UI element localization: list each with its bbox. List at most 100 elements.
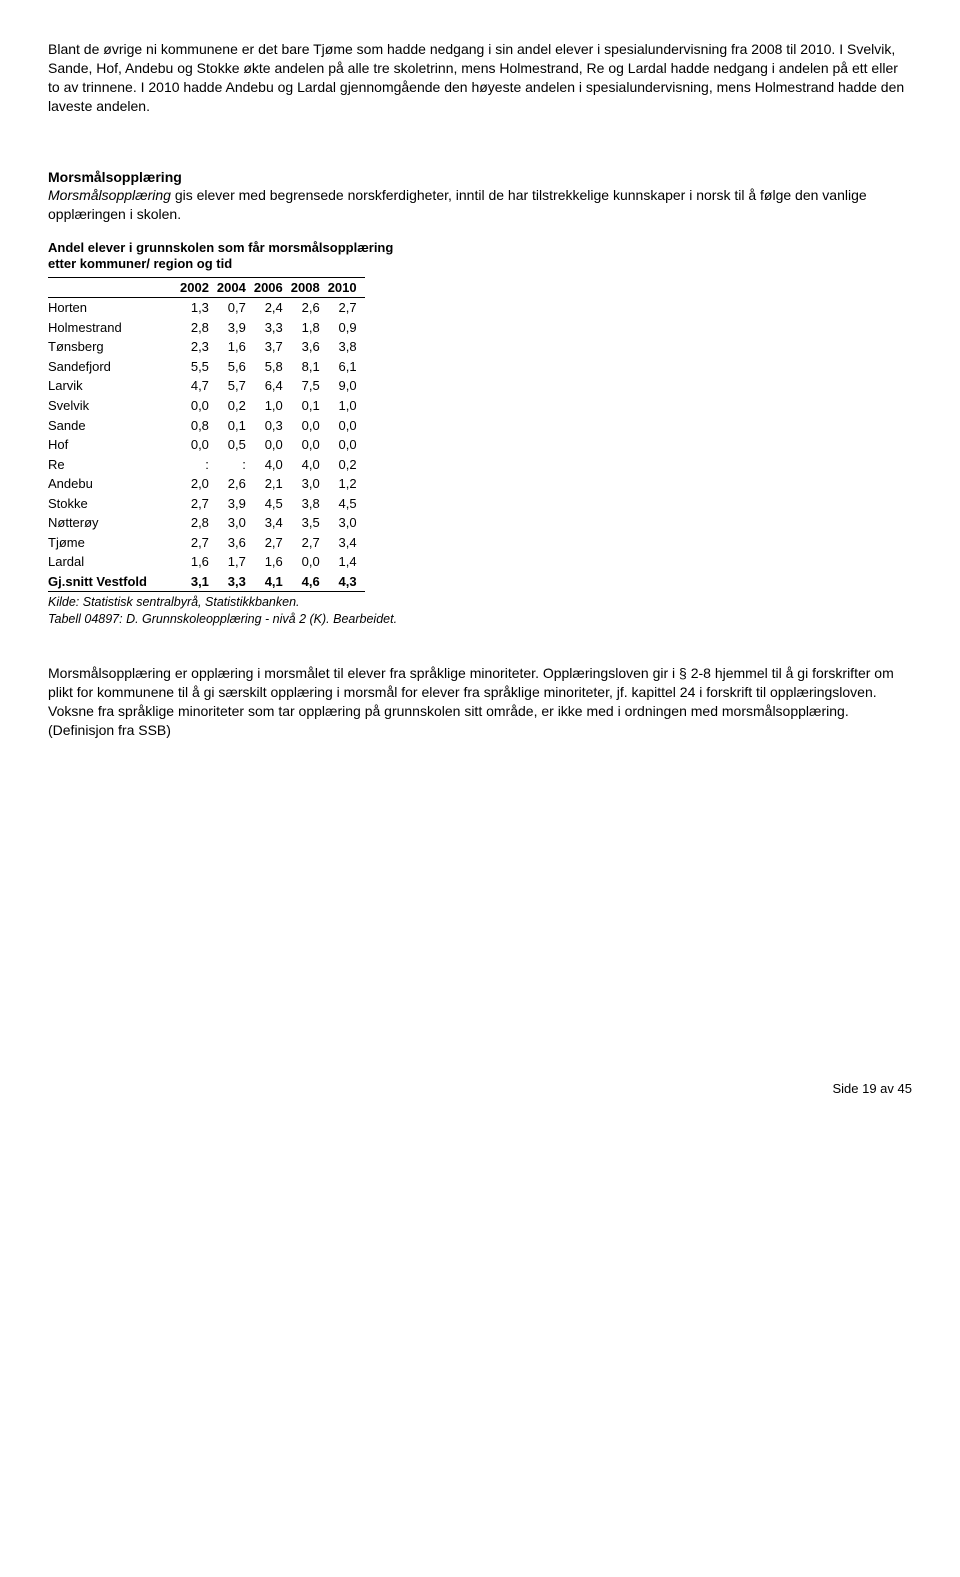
table-cell: 3,1: [180, 572, 217, 592]
table-cell: 0,0: [291, 435, 328, 455]
table-cell: 3,3: [217, 572, 254, 592]
table-cell: Sande: [48, 416, 180, 436]
table-cell: Tjøme: [48, 533, 180, 553]
table-cell: Holmestrand: [48, 318, 180, 338]
table-header-row: 20022004200620082010: [48, 277, 365, 298]
table-cell: 0,1: [291, 396, 328, 416]
table-cell: 1,6: [254, 552, 291, 572]
table-cell: 2,6: [217, 474, 254, 494]
table-cell: 6,4: [254, 376, 291, 396]
table-cell: 4,3: [328, 572, 365, 592]
table-cell: Tønsberg: [48, 337, 180, 357]
table-cell: 3,5: [291, 513, 328, 533]
table-cell: 0,7: [217, 298, 254, 318]
table-cell: 1,0: [254, 396, 291, 416]
table-row: Nøtterøy2,83,03,43,53,0: [48, 513, 365, 533]
table-cell: Svelvik: [48, 396, 180, 416]
table-row: Re::4,04,00,2: [48, 455, 365, 475]
table-cell: 4,0: [291, 455, 328, 475]
table-cell: 2,8: [180, 318, 217, 338]
table-cell: 8,1: [291, 357, 328, 377]
table-row: Sande0,80,10,30,00,0: [48, 416, 365, 436]
table-cell: 2,1: [254, 474, 291, 494]
table-cell: 0,0: [180, 396, 217, 416]
table-cell: Gj.snitt Vestfold: [48, 572, 180, 592]
table-cell: 0,0: [328, 416, 365, 436]
table-row: Holmestrand2,83,93,31,80,9: [48, 318, 365, 338]
table-cell: 0,8: [180, 416, 217, 436]
table-row: Lardal1,61,71,60,01,4: [48, 552, 365, 572]
table-col-header: 2004: [217, 277, 254, 298]
table-cell: 3,3: [254, 318, 291, 338]
table-cell: 1,3: [180, 298, 217, 318]
morsmal-rest: gis elever med begrensede norskferdighet…: [48, 187, 867, 222]
table-cell: 2,8: [180, 513, 217, 533]
table-cell: Andebu: [48, 474, 180, 494]
table-cell: Nøtterøy: [48, 513, 180, 533]
table-cell: 3,8: [291, 494, 328, 514]
table-cell: 0,0: [254, 435, 291, 455]
table-cell: 3,0: [291, 474, 328, 494]
table-cell: 0,2: [328, 455, 365, 475]
source-line1: Kilde: Statistisk sentralbyrå, Statistik…: [48, 595, 300, 609]
table-cell: 4,5: [328, 494, 365, 514]
table-body: Horten1,30,72,42,62,7Holmestrand2,83,93,…: [48, 298, 365, 592]
table-cell: 2,3: [180, 337, 217, 357]
table-cell: 5,5: [180, 357, 217, 377]
table-cell: 0,0: [180, 435, 217, 455]
table-cell: 3,8: [328, 337, 365, 357]
table-cell: 4,6: [291, 572, 328, 592]
table-cell: 2,7: [180, 494, 217, 514]
table-cell: Larvik: [48, 376, 180, 396]
table-col-header: 2002: [180, 277, 217, 298]
table-row: Stokke2,73,94,53,84,5: [48, 494, 365, 514]
page-footer: Side 19 av 45: [48, 1080, 912, 1098]
table-caption-line1: Andel elever i grunnskolen som får morsm…: [48, 240, 393, 255]
table-cell: :: [180, 455, 217, 475]
table-cell: 2,6: [291, 298, 328, 318]
table-col-header: [48, 277, 180, 298]
table-cell: Lardal: [48, 552, 180, 572]
table-cell: 1,7: [217, 552, 254, 572]
table-row: Hof0,00,50,00,00,0: [48, 435, 365, 455]
table-cell: 3,0: [328, 513, 365, 533]
table-row: Gj.snitt Vestfold3,13,34,14,64,3: [48, 572, 365, 592]
table-cell: 3,0: [217, 513, 254, 533]
section-heading-morsmal: Morsmålsopplæring: [48, 168, 912, 187]
table-cell: 2,7: [254, 533, 291, 553]
table-cell: 0,1: [217, 416, 254, 436]
table-cell: 2,7: [291, 533, 328, 553]
table-row: Svelvik0,00,21,00,11,0: [48, 396, 365, 416]
table-cell: 3,4: [254, 513, 291, 533]
table-cell: 3,6: [291, 337, 328, 357]
table-cell: 3,9: [217, 494, 254, 514]
table-cell: Horten: [48, 298, 180, 318]
table-cell: 1,6: [180, 552, 217, 572]
table-caption: Andel elever i grunnskolen som får morsm…: [48, 240, 912, 273]
table-col-header: 2006: [254, 277, 291, 298]
table-row: Andebu2,02,62,13,01,2: [48, 474, 365, 494]
morsmal-definition: Morsmålsopplæring gis elever med begrens…: [48, 186, 912, 224]
table-row: Horten1,30,72,42,62,7: [48, 298, 365, 318]
table-cell: 0,2: [217, 396, 254, 416]
table-row: Sandefjord5,55,65,88,16,1: [48, 357, 365, 377]
table-cell: Stokke: [48, 494, 180, 514]
table-cell: 2,0: [180, 474, 217, 494]
table-cell: 0,9: [328, 318, 365, 338]
table-cell: Re: [48, 455, 180, 475]
table-cell: 4,1: [254, 572, 291, 592]
table-col-header: 2008: [291, 277, 328, 298]
table-cell: 2,4: [254, 298, 291, 318]
table-cell: 7,5: [291, 376, 328, 396]
table-col-header: 2010: [328, 277, 365, 298]
morsmal-table: 20022004200620082010 Horten1,30,72,42,62…: [48, 277, 365, 593]
table-cell: 0,3: [254, 416, 291, 436]
table-cell: 0,0: [291, 552, 328, 572]
table-cell: 0,0: [291, 416, 328, 436]
table-cell: 4,5: [254, 494, 291, 514]
table-cell: :: [217, 455, 254, 475]
table-row: Tjøme2,73,62,72,73,4: [48, 533, 365, 553]
table-cell: 3,7: [254, 337, 291, 357]
table-cell: 0,0: [328, 435, 365, 455]
source-line2: Tabell 04897: D. Grunnskoleopplæring - n…: [48, 612, 397, 626]
